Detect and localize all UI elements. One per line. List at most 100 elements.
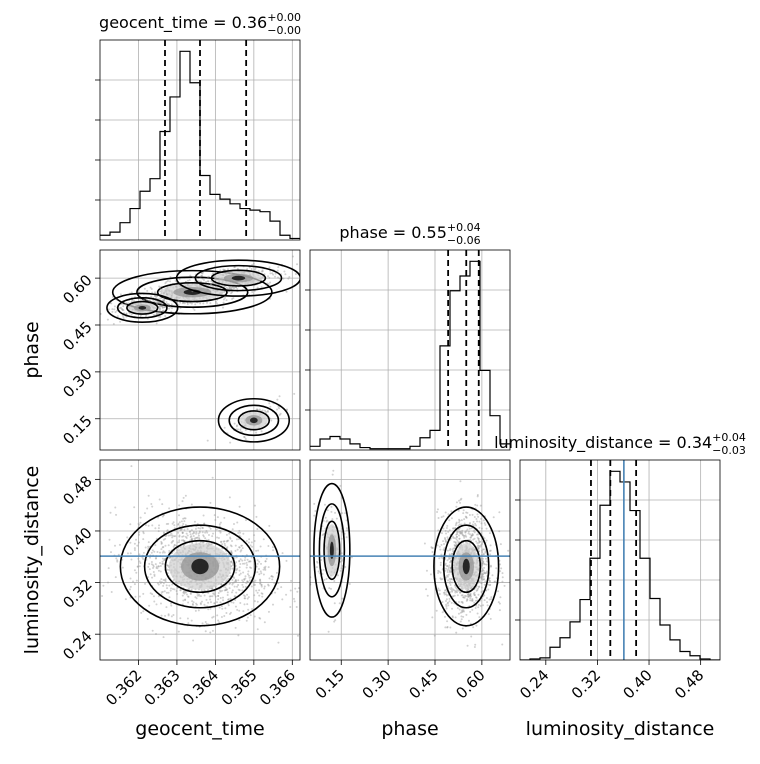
sample-point <box>248 579 251 582</box>
sample-point <box>203 603 206 606</box>
sample-point <box>451 615 454 618</box>
sample-point <box>436 508 439 511</box>
sample-point <box>341 597 344 600</box>
sample-point <box>475 524 478 527</box>
sample-point <box>126 552 129 555</box>
sample-point <box>461 531 464 534</box>
sample-point <box>463 536 466 539</box>
sample-point <box>140 611 143 614</box>
sample-point <box>480 570 483 573</box>
sample-point <box>257 549 260 552</box>
sample-point <box>186 617 189 620</box>
sample-point <box>258 589 261 592</box>
panel-frame-1-1 <box>309 249 511 451</box>
sample-point <box>477 546 480 549</box>
sample-point <box>170 307 173 310</box>
sample-point <box>256 528 259 531</box>
sample-point <box>206 301 209 304</box>
sample-point <box>468 594 471 597</box>
sample-point <box>121 308 124 311</box>
sample-point <box>485 570 488 573</box>
sample-point <box>466 589 469 592</box>
sample-point <box>164 557 167 560</box>
sample-point <box>472 534 475 537</box>
sample-point <box>256 559 259 562</box>
sample-point <box>272 273 275 276</box>
sample-point <box>278 395 281 398</box>
sample-point <box>467 619 470 622</box>
sample-point <box>246 573 249 576</box>
sample-point <box>246 558 249 561</box>
sample-point <box>274 591 277 594</box>
sample-point <box>262 568 265 571</box>
sample-point <box>179 589 182 592</box>
sample-point <box>164 315 167 318</box>
sample-point <box>446 565 449 568</box>
sample-point <box>480 591 483 594</box>
sample-point <box>229 537 232 540</box>
sample-point <box>462 512 465 515</box>
sample-point <box>198 531 201 534</box>
y-tick-label-luminosity_distance: 0.48 <box>59 472 95 508</box>
sample-point <box>200 272 203 275</box>
sample-point <box>236 567 239 570</box>
panel-frame-2-1 <box>309 459 511 661</box>
sample-point <box>161 562 164 565</box>
sample-point <box>224 586 227 589</box>
sample-point <box>156 302 159 305</box>
sample-point <box>171 536 174 539</box>
sample-point <box>158 312 161 315</box>
sample-point <box>476 504 479 507</box>
sample-point <box>191 603 194 606</box>
sample-point <box>217 536 220 539</box>
sample-point <box>204 531 207 534</box>
y-axis-label-phase: phase <box>21 321 43 378</box>
sample-point <box>335 517 338 520</box>
sample-point <box>216 516 219 519</box>
sample-point <box>186 294 189 297</box>
sample-point <box>446 564 449 567</box>
sample-point <box>445 603 448 606</box>
sample-point <box>139 562 142 565</box>
sample-point <box>489 580 492 583</box>
sample-point <box>481 548 484 551</box>
sample-point <box>223 269 226 272</box>
sample-point <box>450 601 453 604</box>
sample-point <box>268 276 271 279</box>
title-plus: +0.04 <box>712 431 746 444</box>
sample-point <box>456 594 459 597</box>
hist-grid-phase <box>310 250 510 450</box>
sample-point <box>180 539 183 542</box>
sample-point <box>250 576 253 579</box>
sample-point <box>456 591 459 594</box>
sample-point <box>484 580 487 583</box>
sample-point <box>118 543 121 546</box>
sample-point <box>236 424 239 427</box>
sample-point <box>229 544 232 547</box>
sample-point <box>202 514 205 517</box>
sample-point <box>277 405 280 408</box>
sample-point <box>454 590 457 593</box>
sample-point <box>244 428 247 431</box>
sample-point <box>464 530 467 533</box>
sample-point <box>107 567 110 570</box>
sample-point <box>438 570 441 573</box>
sample-point <box>458 608 461 611</box>
sample-point <box>252 584 255 587</box>
sample-point <box>271 578 274 581</box>
sample-point <box>218 621 221 624</box>
sample-point <box>128 312 131 315</box>
sample-point <box>228 587 231 590</box>
sample-point <box>449 580 452 583</box>
sample-point <box>453 594 456 597</box>
sample-point <box>334 619 337 622</box>
sample-point <box>474 606 477 609</box>
sample-point <box>180 528 183 531</box>
sample-point <box>302 591 304 593</box>
sample-point <box>492 516 495 519</box>
sample-point <box>234 605 237 608</box>
sample-point <box>211 587 214 590</box>
sample-point <box>256 562 259 565</box>
sample-point <box>474 522 477 525</box>
sample-point <box>160 305 163 308</box>
